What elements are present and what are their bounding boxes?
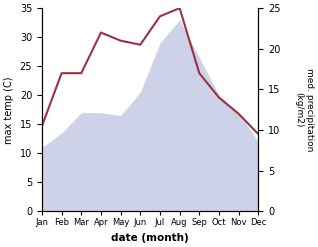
- Y-axis label: max temp (C): max temp (C): [4, 76, 14, 144]
- Y-axis label: med. precipitation
(kg/m2): med. precipitation (kg/m2): [294, 68, 314, 151]
- X-axis label: date (month): date (month): [111, 233, 189, 243]
